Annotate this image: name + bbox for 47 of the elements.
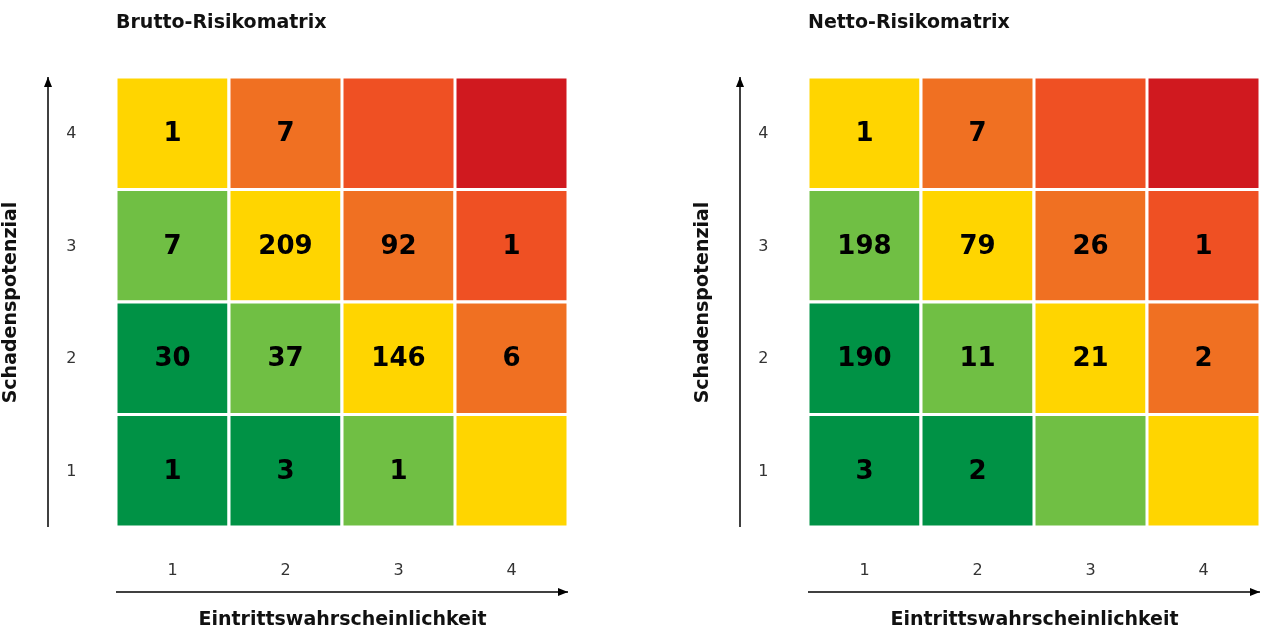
- chart-title: Netto-Risikomatrix: [808, 9, 1010, 32]
- y-axis-title: Schadenspotenzial: [690, 201, 713, 404]
- x-tick-label: 1: [859, 559, 870, 579]
- x-tick-label: 4: [1198, 559, 1209, 579]
- x-tick-label: 1: [167, 559, 178, 579]
- y-tick-label: 4: [758, 123, 769, 143]
- data-label: 209: [258, 229, 313, 260]
- data-label: 1: [389, 454, 408, 485]
- x-axis-title: Eintrittswahrscheinlichkeit: [198, 606, 487, 627]
- y-tick-label: 3: [66, 235, 77, 255]
- data-label: 7: [968, 117, 987, 148]
- data-label: 1: [163, 454, 182, 485]
- x-tick-label: 2: [280, 559, 291, 579]
- x-tick-label: 2: [972, 559, 983, 579]
- data-label: 11: [959, 342, 996, 373]
- y-tick-label: 1: [66, 460, 77, 480]
- y-tick-label: 1: [758, 460, 769, 480]
- data-label: 30: [154, 342, 191, 373]
- y-tick-label: 4: [66, 123, 77, 143]
- data-label: 7: [276, 117, 295, 148]
- data-label: 1: [855, 117, 874, 148]
- data-label: 2: [1194, 342, 1213, 373]
- y-tick-label: 2: [758, 348, 769, 368]
- data-label: 2: [968, 454, 987, 485]
- x-tick-label: 3: [393, 559, 404, 579]
- data-label: 7: [163, 229, 182, 260]
- data-label: 198: [837, 229, 892, 260]
- y-tick-label: 3: [758, 235, 769, 255]
- data-label: 3: [276, 454, 295, 485]
- data-label: 79: [959, 229, 996, 260]
- y-axis-title: Schadenspotenzial: [0, 201, 21, 404]
- data-label: 190: [837, 342, 892, 373]
- data-label: 37: [267, 342, 304, 373]
- data-label: 146: [371, 342, 426, 373]
- data-label: 3: [855, 454, 874, 485]
- data-label: 21: [1072, 342, 1109, 373]
- x-tick-label: 4: [506, 559, 517, 579]
- chart-title: Brutto-Risikomatrix: [116, 9, 327, 32]
- data-label: 1: [502, 229, 521, 260]
- data-label: 26: [1072, 229, 1109, 260]
- data-label: 1: [163, 117, 182, 148]
- data-label: 1: [1194, 229, 1213, 260]
- y-tick-label: 2: [66, 348, 77, 368]
- x-tick-label: 3: [1085, 559, 1096, 579]
- data-label: 6: [502, 342, 521, 373]
- x-axis-title: Eintrittswahrscheinlichkeit: [890, 606, 1179, 627]
- data-label: 92: [380, 229, 417, 260]
